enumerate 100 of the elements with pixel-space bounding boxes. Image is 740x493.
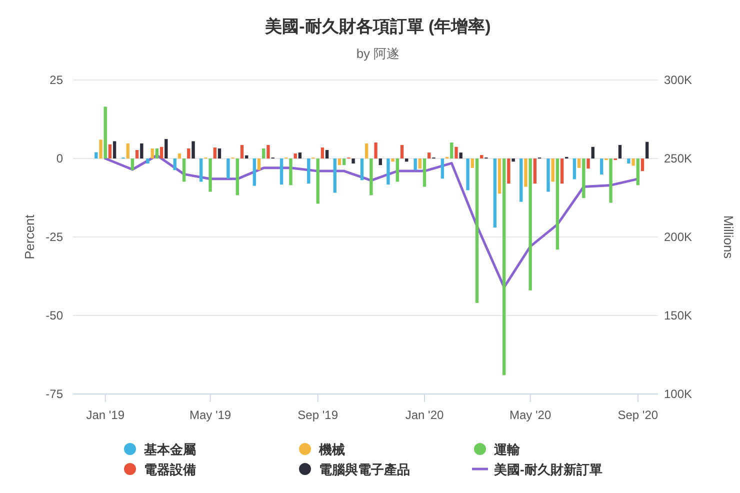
bar xyxy=(502,158,506,376)
y-tick-label: -25 xyxy=(46,230,64,244)
bar xyxy=(475,158,479,303)
bar xyxy=(252,158,256,186)
bar xyxy=(551,158,554,182)
bar xyxy=(524,158,528,187)
bar xyxy=(140,143,144,158)
bar xyxy=(338,158,342,166)
bar xyxy=(213,148,216,158)
bar xyxy=(370,158,373,196)
y-tick-label: 25 xyxy=(50,73,64,87)
bar xyxy=(378,158,382,166)
bar xyxy=(360,158,364,180)
bar xyxy=(192,141,195,158)
bar xyxy=(418,158,422,169)
x-tick-label: Sep '19 xyxy=(298,408,338,422)
bar xyxy=(572,158,576,180)
bar xyxy=(636,158,640,186)
legend-label: 電器設備 xyxy=(144,462,196,477)
bar xyxy=(155,148,159,158)
legend-label: 機械 xyxy=(318,442,345,457)
bar xyxy=(240,145,244,158)
bar xyxy=(374,142,378,158)
bar xyxy=(533,158,537,184)
bar xyxy=(454,146,458,158)
bar xyxy=(386,158,390,185)
legend-label: 美國-耐久財新訂單 xyxy=(493,462,602,477)
bar xyxy=(342,158,346,166)
bar xyxy=(582,158,586,198)
bar xyxy=(466,158,470,190)
y2-axis-title: Millions xyxy=(721,215,736,260)
bar xyxy=(528,158,532,290)
y2-tick-label: 150K xyxy=(664,308,692,322)
bar xyxy=(244,155,248,158)
bar xyxy=(320,148,324,158)
bar xyxy=(470,158,474,168)
y-tick-label: -75 xyxy=(46,387,64,401)
bar xyxy=(493,158,496,228)
bar xyxy=(459,152,462,158)
bar xyxy=(507,158,510,184)
bar xyxy=(546,158,550,192)
bar xyxy=(199,158,203,182)
bar xyxy=(160,146,164,158)
bar xyxy=(450,142,454,158)
bar xyxy=(391,158,394,162)
bar xyxy=(422,158,426,187)
bar xyxy=(99,140,102,158)
bar xyxy=(325,150,329,158)
bar xyxy=(126,143,130,158)
y2-tick-label: 250K xyxy=(664,152,692,166)
bar xyxy=(498,158,502,194)
x-tick-label: Sep '20 xyxy=(618,408,658,422)
y-tick-label: 0 xyxy=(56,152,64,166)
bar xyxy=(609,158,612,203)
bar xyxy=(560,158,564,184)
bar xyxy=(187,148,190,158)
bar xyxy=(364,143,368,158)
bar xyxy=(512,158,515,162)
bar xyxy=(280,158,284,185)
bar xyxy=(266,145,270,158)
legend-label: 運輸 xyxy=(493,442,521,457)
bar xyxy=(289,158,292,186)
bar xyxy=(208,158,212,192)
bar xyxy=(104,106,107,158)
bar xyxy=(400,145,404,158)
chart-title: 美國-耐久財各項訂單 (年增率) xyxy=(264,17,491,36)
y2-tick-label: 300K xyxy=(664,73,692,87)
bar xyxy=(600,158,604,175)
bar xyxy=(396,158,400,182)
bar xyxy=(164,139,168,158)
bar xyxy=(556,158,560,250)
bar xyxy=(236,158,239,196)
bar xyxy=(591,146,594,158)
bar xyxy=(577,158,581,168)
bar xyxy=(294,153,297,158)
bar xyxy=(130,158,134,170)
bar xyxy=(146,158,150,164)
legend-label: 基本金屬 xyxy=(143,442,196,457)
bar xyxy=(262,148,266,158)
bar xyxy=(640,158,644,172)
bar xyxy=(405,158,408,162)
bar xyxy=(632,158,635,166)
bar xyxy=(586,158,590,169)
x-tick-label: Jan '19 xyxy=(86,408,125,422)
y-tick-label: -50 xyxy=(46,308,64,322)
bar xyxy=(618,145,622,158)
legend-label: 電腦與電子產品 xyxy=(319,462,410,477)
bar xyxy=(307,158,310,184)
bar xyxy=(414,158,417,170)
bar xyxy=(520,158,523,202)
bar xyxy=(173,158,176,170)
bar xyxy=(108,144,112,158)
bar xyxy=(226,158,230,179)
bar xyxy=(428,152,431,158)
bar xyxy=(316,158,320,204)
bar xyxy=(352,158,355,164)
bar xyxy=(440,158,444,179)
x-tick-label: Jan '20 xyxy=(405,408,444,422)
bar xyxy=(257,158,261,170)
bar xyxy=(94,152,98,158)
